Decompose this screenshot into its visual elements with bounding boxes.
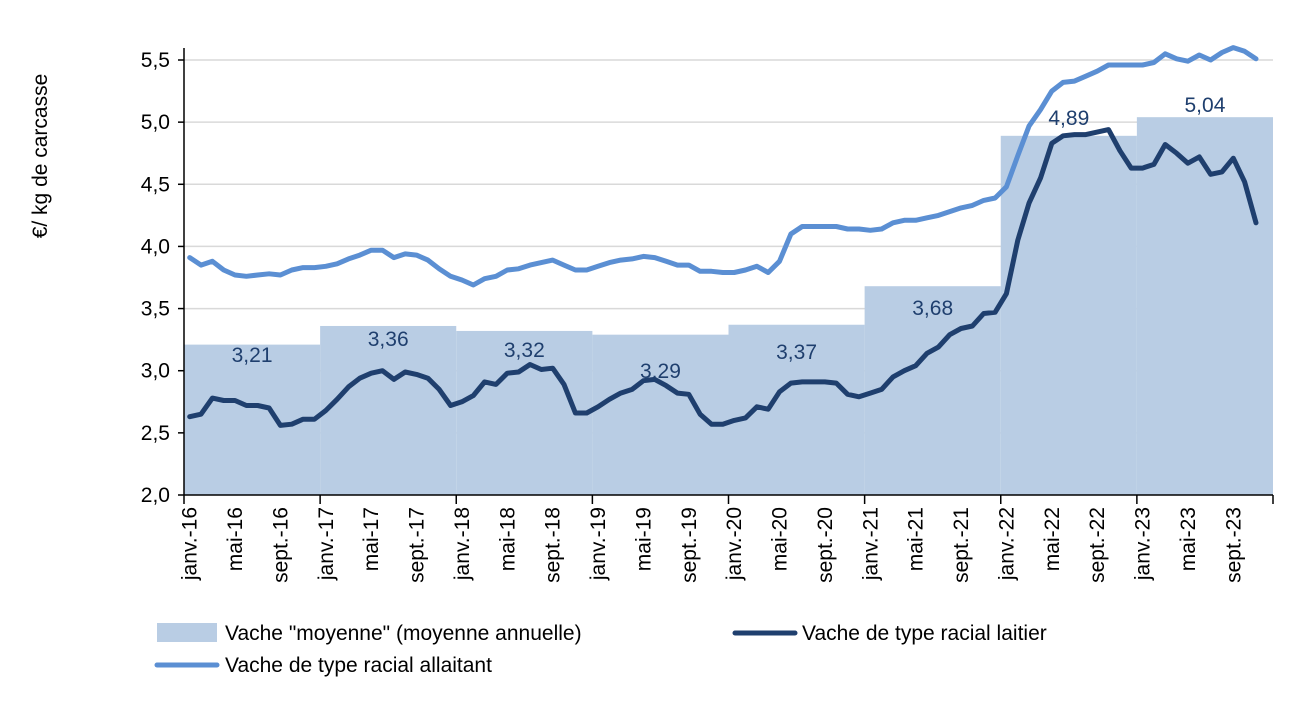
x-tick-label: sept.-23 bbox=[1222, 507, 1245, 583]
x-tick-label: janv.-23 bbox=[1132, 507, 1155, 581]
x-tick-label: mai-20 bbox=[769, 507, 792, 571]
series-line-laitier bbox=[187, 127, 1259, 428]
annual-average-bar-2019 bbox=[592, 334, 729, 495]
x-tick-label: mai-16 bbox=[224, 507, 247, 571]
series-line-allaitant bbox=[187, 45, 1259, 288]
y-tick-label: 2,5 bbox=[141, 422, 170, 445]
x-tick-label: mai-17 bbox=[360, 507, 383, 571]
annual-average-label-2019: 3,29 bbox=[640, 360, 681, 383]
x-tick-label: mai-18 bbox=[496, 507, 519, 571]
y-tick-label: 5,0 bbox=[141, 111, 170, 134]
x-tick-label: janv.-16 bbox=[179, 507, 202, 581]
x-tick-label: janv.-18 bbox=[451, 507, 474, 581]
y-tick-labels: 2,0 2,5 3,0 3,5 4,0 4,5 5,0 5,5 bbox=[141, 49, 170, 507]
annual-average-labels: 3,21 3,36 3,32 3,29 3,37 3,68 4,89 5,04 bbox=[232, 94, 1226, 383]
axes bbox=[178, 48, 1274, 504]
legend-label-laitier: Vache de type racial laitier bbox=[802, 622, 1047, 645]
x-tick-label: mai-19 bbox=[632, 507, 655, 571]
y-tick-label: 3,0 bbox=[141, 360, 170, 383]
x-tick-label: sept.-22 bbox=[1086, 507, 1109, 583]
x-tick-label: mai-21 bbox=[905, 507, 928, 571]
x-tick-label: mai-22 bbox=[1041, 507, 1064, 571]
x-tick-label: sept.-21 bbox=[950, 507, 973, 583]
annual-average-bar-2022 bbox=[1000, 135, 1137, 496]
x-tick-label: janv.-22 bbox=[995, 507, 1018, 581]
annual-average-label-2022: 4,89 bbox=[1048, 107, 1089, 130]
legend-label-annual-average: Vache "moyenne" (moyenne annuelle) bbox=[225, 622, 582, 645]
annual-average-label-2023: 5,04 bbox=[1185, 94, 1226, 117]
series-lines bbox=[187, 45, 1259, 428]
x-tick-label: janv.-21 bbox=[859, 507, 882, 581]
annual-average-label-2017: 3,36 bbox=[368, 328, 409, 351]
y-tick-label: 2,0 bbox=[141, 484, 170, 507]
annual-average-bar-2023 bbox=[1136, 117, 1273, 496]
x-tick-label: sept.-18 bbox=[542, 507, 565, 583]
x-tick-label: sept.-16 bbox=[269, 507, 292, 583]
y-tick-label: 3,5 bbox=[141, 298, 170, 321]
x-tick-label: janv.-20 bbox=[723, 507, 746, 581]
y-tick-label: 5,5 bbox=[141, 49, 170, 72]
legend-swatch-annual-average bbox=[157, 623, 217, 642]
y-tick-label: 4,0 bbox=[141, 235, 170, 258]
x-tick-label: sept.-19 bbox=[678, 507, 701, 583]
annual-average-label-2018: 3,32 bbox=[504, 339, 545, 362]
y-tick-label: 4,5 bbox=[141, 173, 170, 196]
y-axis-label: €/ kg de carcasse bbox=[29, 74, 52, 239]
annual-average-label-2021: 3,68 bbox=[912, 297, 953, 320]
annual-average-bar-2018 bbox=[456, 330, 593, 495]
annual-average-label-2016: 3,21 bbox=[232, 344, 273, 367]
x-tick-label: sept.-17 bbox=[406, 507, 429, 583]
annual-average-bar-2017 bbox=[320, 325, 457, 495]
x-tick-label: janv.-19 bbox=[587, 507, 610, 581]
x-tick-label: sept.-20 bbox=[814, 507, 837, 583]
annual-average-bars bbox=[184, 117, 1273, 496]
x-tick-label: mai-23 bbox=[1177, 507, 1200, 571]
legend: Vache "moyenne" (moyenne annuelle) Vache… bbox=[154, 622, 1047, 677]
legend-label-allaitant: Vache de type racial allaitant bbox=[225, 654, 492, 677]
x-tick-label: janv.-17 bbox=[315, 507, 338, 581]
annual-average-label-2020: 3,37 bbox=[776, 341, 817, 364]
x-tick-labels: janv.-16 mai-16 sept.-16 janv.-17 mai-17 sept… bbox=[179, 507, 1246, 583]
